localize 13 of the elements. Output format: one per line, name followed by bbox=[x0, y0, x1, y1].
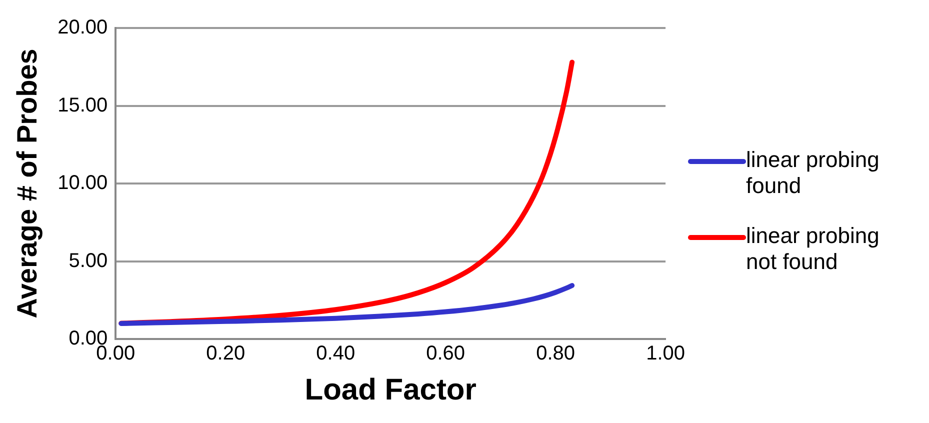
legend-label: linear probing found bbox=[746, 146, 880, 198]
y-tick-label: 5.00 bbox=[68, 250, 108, 272]
y-tick-label: 15.00 bbox=[58, 94, 108, 116]
y-tick-label: 20.00 bbox=[58, 16, 108, 39]
y-tick-label: 10.00 bbox=[58, 172, 108, 194]
x-tick-label: 1.00 bbox=[646, 342, 686, 365]
x-tick-label: 0.20 bbox=[206, 342, 246, 365]
x-tick-label: 0.40 bbox=[316, 342, 356, 365]
x-tick-label: 0.80 bbox=[536, 342, 576, 365]
x-axis-title: Load Factor bbox=[304, 373, 477, 406]
y-axis-title: Average # of Probes bbox=[12, 48, 43, 318]
legend-label: linear probing not found bbox=[746, 222, 880, 274]
x-tick-label: 0.60 bbox=[426, 342, 466, 365]
